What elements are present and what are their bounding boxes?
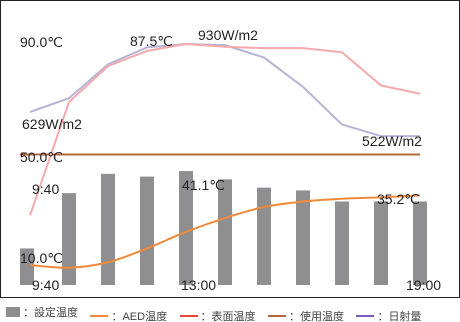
surface-peak-label: 87.5℃ [130,33,173,49]
legend-swatch [356,315,375,317]
bar [62,193,76,285]
x-tick-label: 9:40 [32,277,59,293]
aed-temp-line [29,194,421,269]
legend-item-aed-temp: ：AED温度 [90,306,167,322]
x-axis-ticks: 9:40 13:00 19:00 [32,277,441,293]
bar [140,176,154,285]
bar [374,201,388,285]
legend-label: ：表面温度 [200,311,256,322]
legend-label: ：日射量 [377,311,422,322]
irradiance-end-label: 522W/m2 [362,133,422,149]
bar-peak-label: 41.1℃ [182,177,225,193]
irradiance-line [29,42,420,138]
line-series [20,42,421,269]
bar [335,201,349,285]
legend-item-usage-temp: ：使用温度 [267,306,344,322]
x-tick-label: 19:00 [406,277,441,293]
annotations: 90.0℃ 87.5℃ 930W/m2 629W/m2 522W/m2 50.0… [20,27,422,266]
legend-swatch [6,307,20,317]
legend-series-name: AED温度 [122,311,168,322]
bar [20,248,34,285]
legend-label: ：AED温度 [111,311,168,322]
legend: ：設定温度 ：AED温度 ：表面温度 ：使用温度 ：日射量 [0,302,460,322]
legend-label: ：設定温度 [23,307,78,319]
legend-swatch [179,315,198,317]
legend-series-name: 設定温度 [34,307,78,319]
legend-swatch [90,315,109,317]
chart-area: 90.0℃ 87.5℃ 930W/m2 629W/m2 522W/m2 50.0… [0,0,460,298]
legend-label: ：使用温度 [288,311,344,322]
legend-series-name: 表面温度 [211,311,256,322]
temp-min-label: 10.0℃ [20,250,63,266]
legend-series-name: 日射量 [388,311,422,322]
aed-end-label: 35.2℃ [377,191,420,207]
irradiance-peak-label: 930W/m2 [198,27,258,43]
start-time-label: 9:40 [32,181,59,197]
temp-max-label: 90.0℃ [20,34,63,50]
bar [101,173,115,285]
bar [257,187,271,285]
x-tick-label: 13:00 [181,277,216,293]
bar-series [20,171,427,285]
bar [179,171,193,285]
legend-item-irradiance: ：日射量 [356,306,421,322]
legend-swatch [267,315,286,317]
legend-item-surface-temp: ：表面温度 [179,306,256,322]
bar [413,201,427,285]
legend-series-name: 使用温度 [299,311,344,322]
bar [218,179,232,285]
usage-temp-label: 50.0℃ [20,149,63,165]
bar [296,190,310,285]
irradiance-start-label: 629W/m2 [22,116,82,132]
legend-item-setting-temp: ：設定温度 [6,302,78,322]
surface-temp-line [29,42,421,216]
